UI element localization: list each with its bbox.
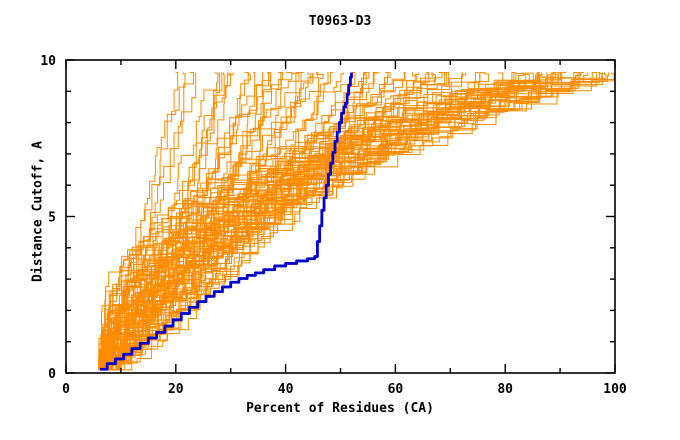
x-tick-label: 100 bbox=[603, 382, 627, 397]
y-tick-label: 10 bbox=[40, 54, 56, 69]
model-curve bbox=[98, 72, 607, 371]
axis-frame-group bbox=[65, 59, 616, 374]
y-axis-label: Distance Cutoff, A bbox=[30, 141, 46, 282]
y-tick-label: 5 bbox=[48, 211, 56, 226]
model-curve bbox=[98, 72, 616, 371]
x-tick-label: 20 bbox=[168, 382, 184, 397]
model-curve bbox=[98, 72, 186, 370]
background-series-group bbox=[98, 72, 616, 371]
highlighted-series-group bbox=[100, 72, 353, 371]
model-curve bbox=[98, 72, 582, 371]
model-curve bbox=[98, 72, 604, 371]
model-curve bbox=[98, 72, 577, 371]
model-curve bbox=[98, 72, 516, 370]
model-curve bbox=[98, 72, 585, 370]
x-tick-label: 0 bbox=[62, 382, 70, 397]
model-curve bbox=[98, 72, 616, 370]
x-tick-label: 40 bbox=[278, 382, 294, 397]
x-tick-label: 60 bbox=[388, 382, 404, 397]
tick-label-group: 0 20 40 60 80 100 0 5 10 bbox=[40, 54, 627, 397]
model-curve bbox=[98, 72, 610, 371]
model-curve bbox=[98, 72, 490, 371]
model-curve bbox=[98, 72, 391, 371]
x-axis-label: Percent of Residues (CA) bbox=[246, 401, 434, 416]
model-curve bbox=[98, 72, 597, 370]
model-curve bbox=[98, 72, 486, 371]
highlighted-model-curve bbox=[100, 72, 353, 371]
x-tick-label: 80 bbox=[497, 382, 513, 397]
model-curve bbox=[98, 72, 583, 370]
y-tick-label: 0 bbox=[48, 367, 56, 382]
model-curve bbox=[98, 72, 304, 371]
page-title: T0963-D3 bbox=[308, 14, 372, 29]
